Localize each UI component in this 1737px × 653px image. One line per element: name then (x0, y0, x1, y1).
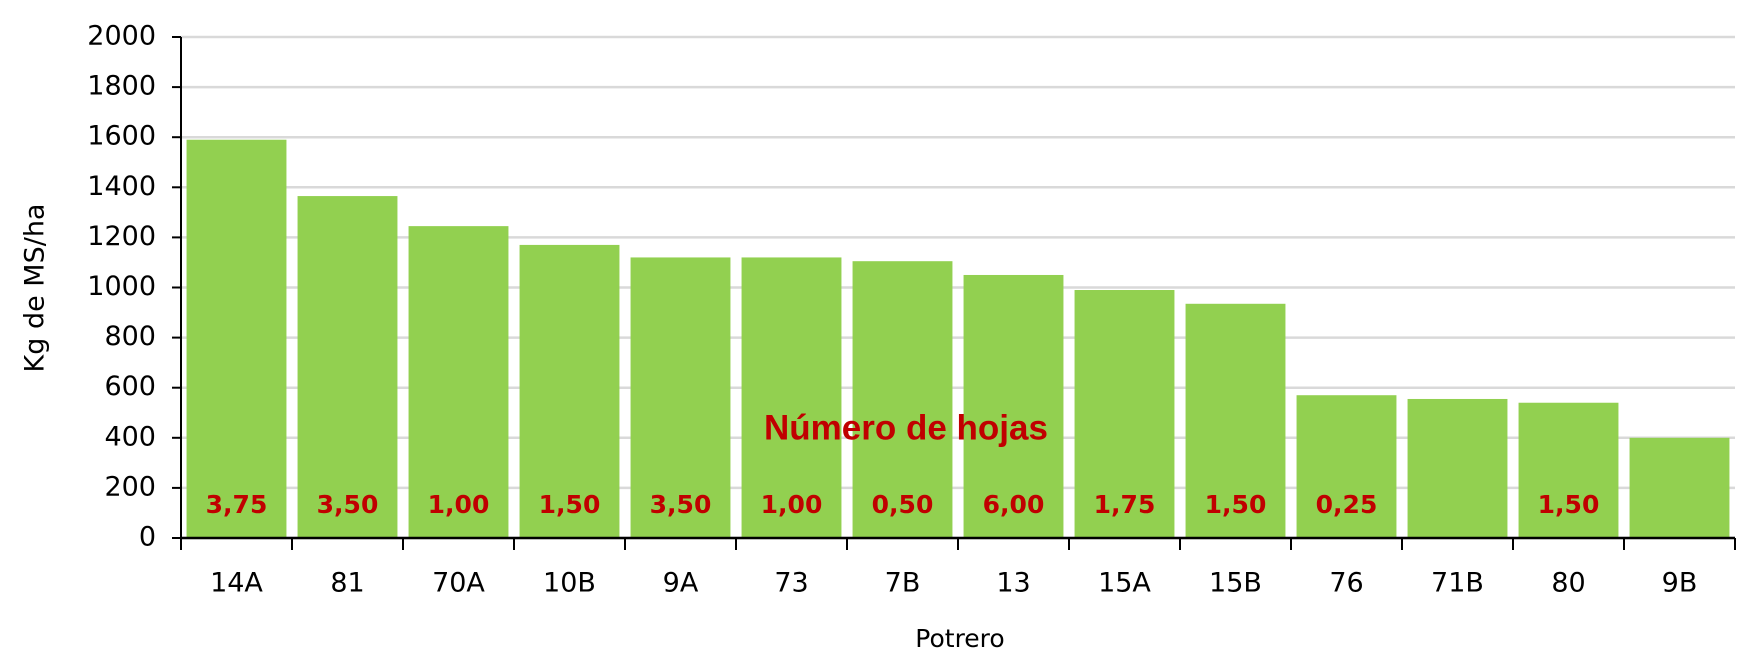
bar (408, 226, 509, 538)
y-tick-label: 1400 (87, 171, 156, 202)
leaf-count-label: 1,00 (761, 490, 823, 519)
y-tick-label: 1200 (87, 221, 156, 252)
bar (630, 257, 731, 538)
y-tick-label: 1800 (87, 71, 156, 102)
y-tick-label: 0 (139, 522, 156, 553)
bar (1407, 398, 1508, 538)
bar (297, 196, 398, 538)
y-tick-label: 400 (104, 421, 156, 452)
y-tick-label: 2000 (87, 21, 156, 52)
bar (519, 244, 620, 539)
leaf-count-label: 0,25 (1316, 490, 1378, 519)
bar (852, 261, 953, 538)
leaf-count-label: 3,75 (206, 490, 268, 519)
x-tick-label: 7B (885, 568, 921, 599)
bar (963, 274, 1064, 538)
y-tick-label: 1000 (87, 271, 156, 302)
leaf-count-label: 3,50 (317, 490, 379, 519)
leaf-count-label: 1,50 (1205, 490, 1267, 519)
bar (1518, 402, 1619, 538)
x-tick-label: 70A (432, 568, 485, 599)
x-tick-label: 10B (543, 568, 596, 599)
x-tick-label: 73 (774, 568, 808, 599)
x-tick-label: 9A (663, 568, 699, 599)
bar (741, 257, 842, 538)
x-tick-label: 80 (1551, 568, 1585, 599)
x-tick-label: 71B (1431, 568, 1484, 599)
x-tick-label: 81 (330, 568, 364, 599)
leaf-count-label: 1,75 (1094, 490, 1156, 519)
y-tick-label: 1600 (87, 121, 156, 152)
x-axis-label: Potrero (915, 624, 1004, 653)
y-tick-label: 600 (104, 371, 156, 402)
bar (1074, 290, 1175, 538)
leaf-count-label: 1,00 (428, 490, 490, 519)
x-tick-label: 15B (1209, 568, 1262, 599)
bar (1185, 303, 1286, 538)
y-tick-label: 200 (104, 471, 156, 502)
leaf-count-label: 6,00 (983, 490, 1045, 519)
y-axis-label: Kg de MS/ha (20, 204, 51, 373)
bar (186, 139, 287, 538)
leaf-count-label: 1,50 (1538, 490, 1600, 519)
leaf-count-label: 0,50 (872, 490, 934, 519)
x-tick-label: 9B (1662, 568, 1698, 599)
bar (1296, 395, 1397, 538)
annotation: Número de hojas (764, 408, 1048, 447)
x-tick-label: 76 (1329, 568, 1363, 599)
leaf-count-label: 3,50 (650, 490, 712, 519)
x-tick-label: 14A (210, 568, 263, 599)
x-tick-label: 15A (1098, 568, 1151, 599)
x-tick-label: 13 (996, 568, 1030, 599)
y-tick-label: 800 (104, 321, 156, 352)
bar (1629, 437, 1730, 538)
leaf-count-label: 1,50 (539, 490, 601, 519)
